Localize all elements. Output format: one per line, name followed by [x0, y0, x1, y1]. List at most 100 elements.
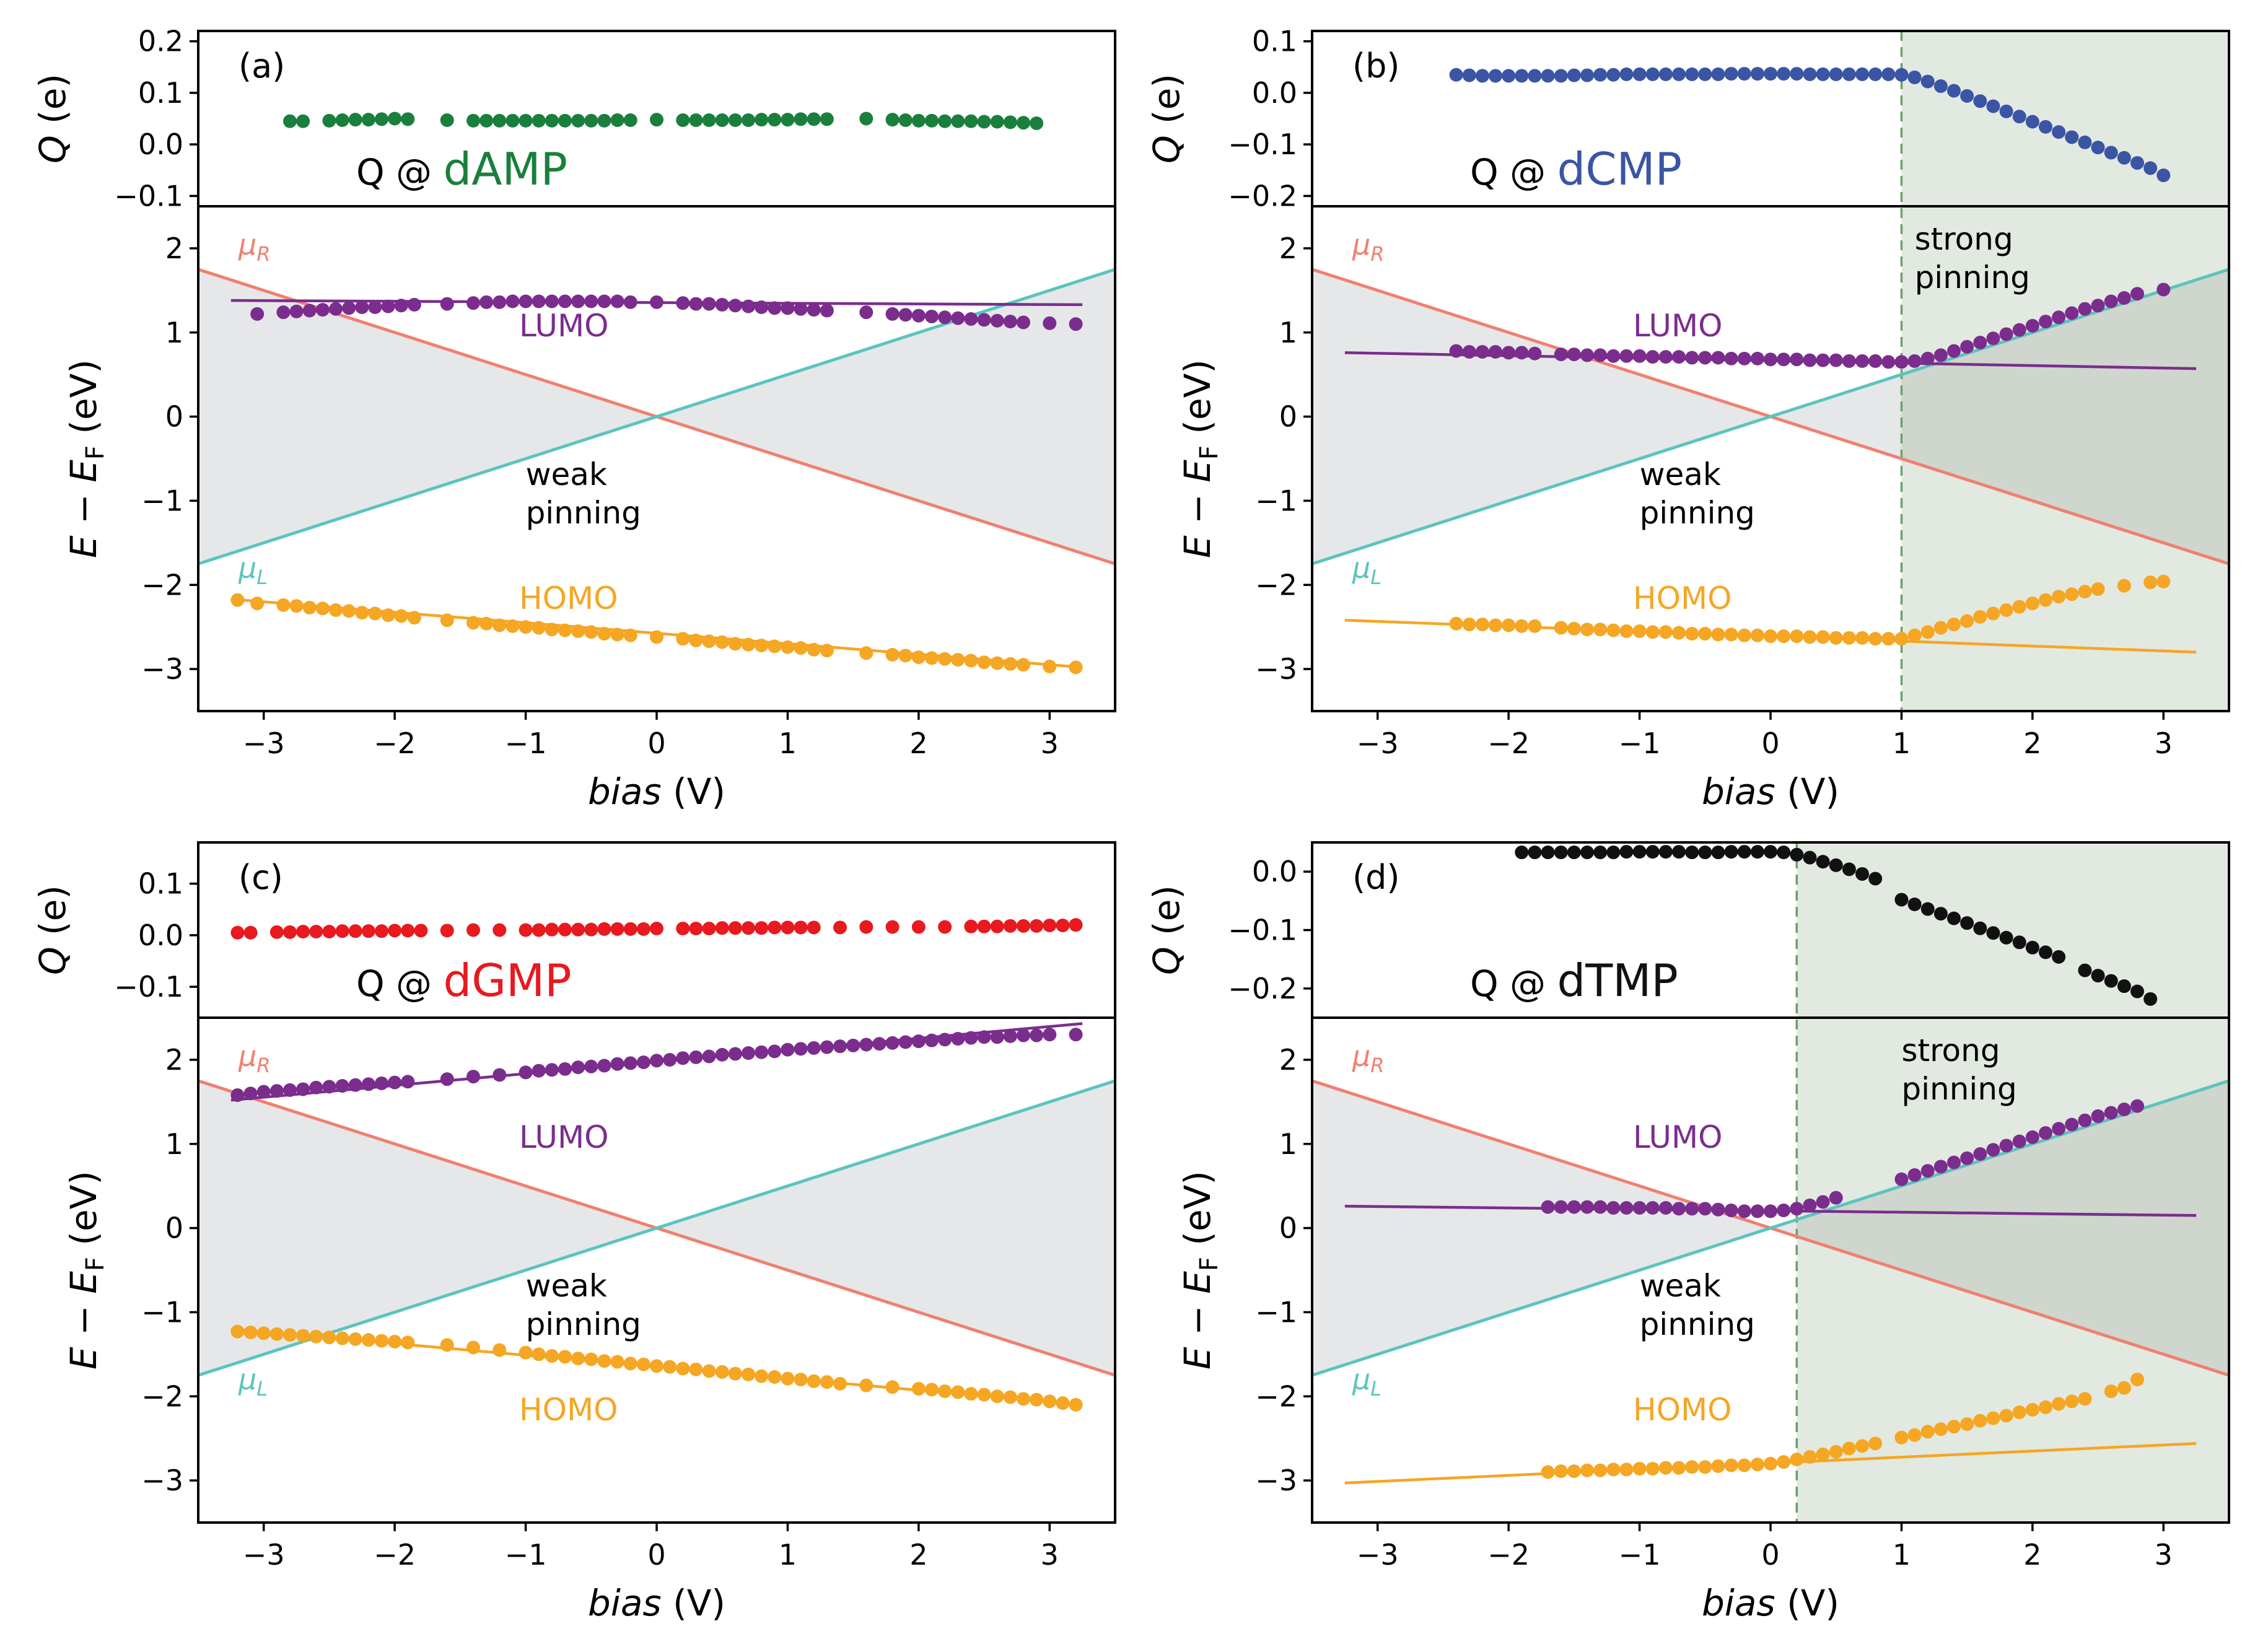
q-point — [1816, 67, 1830, 81]
ylabel-e2: E — [1176, 1271, 1219, 1294]
homo-point — [1933, 621, 1948, 635]
lumo-point — [558, 1062, 572, 1076]
q-point — [1619, 845, 1634, 859]
bottom-ytick-label: −3 — [141, 1464, 183, 1497]
lumo-point — [329, 302, 343, 316]
x-axis-label: bias (V) — [1702, 771, 1839, 813]
lumo-point — [715, 1047, 729, 1062]
q-point — [1855, 67, 1869, 81]
xtick-label: 0 — [647, 727, 665, 760]
q-point — [1764, 67, 1777, 81]
xtick-label: 2 — [2023, 727, 2041, 760]
homo-point — [1868, 1436, 1883, 1451]
q-point — [571, 922, 585, 937]
q-point — [951, 114, 965, 128]
lumo-point — [1803, 353, 1817, 367]
q-point — [309, 924, 323, 938]
homo-point — [2052, 1397, 2066, 1411]
q-point — [1475, 69, 1489, 83]
panel-dtmp: −0.2 −0.1 0.0 −3 −2 −1 0 1 2 −3 −2 −1 0 1 2 3 bias (V) Q … — [1145, 841, 2230, 1624]
weak-label-2: pinning — [526, 495, 641, 531]
homo-point — [1947, 618, 1961, 632]
homo-point — [1907, 1428, 1922, 1442]
mu-l-symbol: μ — [238, 551, 256, 585]
lumo-point — [2130, 287, 2144, 301]
lumo-point — [2156, 282, 2171, 297]
q-point — [1907, 70, 1922, 84]
q-point — [1829, 67, 1843, 81]
strong-label-1: strong — [1915, 221, 2013, 257]
top-ytick-label: −0.1 — [114, 179, 183, 212]
q-point — [1868, 67, 1883, 81]
ylabel-unit: (eV) — [63, 1171, 105, 1257]
homo-point — [885, 647, 900, 662]
homo-point — [2012, 1405, 2026, 1420]
lumo-point — [532, 294, 546, 308]
top-ytick-label: 0.0 — [138, 128, 183, 161]
homo-point — [493, 1343, 507, 1357]
lumo-point — [1816, 353, 1830, 367]
q-point — [1619, 67, 1634, 81]
x-axis-label: bias (V) — [588, 1582, 725, 1624]
homo-point — [898, 649, 913, 663]
top-y-axis-label-unit: (e) — [32, 885, 74, 946]
lumo-point — [1017, 1028, 1030, 1042]
weak-region-right — [1771, 1220, 1797, 1237]
q-point — [781, 920, 795, 935]
lumo-point — [2078, 302, 2092, 316]
lumo-point — [2130, 1099, 2144, 1113]
x-axis-label-unit: (V) — [662, 1582, 725, 1624]
panel-letter: (b) — [1352, 46, 1399, 85]
q-point — [636, 922, 650, 936]
homo-point — [859, 1378, 873, 1392]
lumo-point — [964, 1031, 978, 1045]
lumo-point — [584, 294, 598, 308]
lumo-point — [519, 1065, 533, 1080]
lumo-point — [728, 299, 742, 313]
q-point — [506, 113, 520, 128]
mu-l-line — [198, 1079, 1116, 1377]
homo-point — [2039, 1400, 2052, 1414]
lumo-point — [1658, 1200, 1673, 1215]
homo-point — [466, 616, 480, 630]
homo-point — [1030, 1392, 1044, 1407]
homo-point — [532, 1347, 546, 1361]
q-point — [519, 923, 533, 937]
homo-point — [964, 653, 978, 668]
lumo-point — [911, 1034, 926, 1049]
xtick-label: −2 — [374, 727, 416, 760]
homo-point — [807, 1374, 821, 1388]
q-point — [375, 112, 388, 126]
homo-point — [1711, 627, 1725, 642]
q-point — [1907, 897, 1922, 911]
q-point — [1502, 69, 1516, 83]
homo-point — [250, 597, 265, 611]
panel-letter: (a) — [239, 46, 285, 85]
q-point — [938, 114, 952, 128]
lumo-point — [768, 301, 782, 315]
lumo-point — [1973, 336, 1987, 350]
homo-point — [977, 655, 991, 670]
lumo-point — [2065, 306, 2079, 320]
q-point — [1043, 919, 1057, 933]
x-axis-label-var: bias — [1702, 1582, 1775, 1624]
homo-point — [2078, 585, 2092, 599]
q-point — [2025, 940, 2039, 955]
top-y-axis-label-unit: (e) — [1145, 885, 1188, 946]
homo-point — [794, 641, 808, 655]
mu-l-sub: L — [256, 1377, 268, 1401]
bottom-y-axis-label: E − EF (eV) — [63, 359, 110, 558]
homo-point — [1003, 1390, 1017, 1404]
bottom-ytick-label: 0 — [1279, 1212, 1297, 1245]
homo-point — [820, 644, 834, 658]
q-point — [296, 114, 310, 128]
q-point — [1724, 845, 1738, 859]
q-point — [1672, 67, 1686, 81]
q-point — [388, 111, 402, 126]
homo-point — [1724, 1458, 1738, 1472]
homo-label: HOMO — [1633, 580, 1732, 616]
bottom-ytick-label: 1 — [165, 1127, 183, 1161]
homo-point — [911, 650, 926, 665]
lumo-point — [309, 1080, 323, 1095]
q-point — [440, 113, 454, 127]
